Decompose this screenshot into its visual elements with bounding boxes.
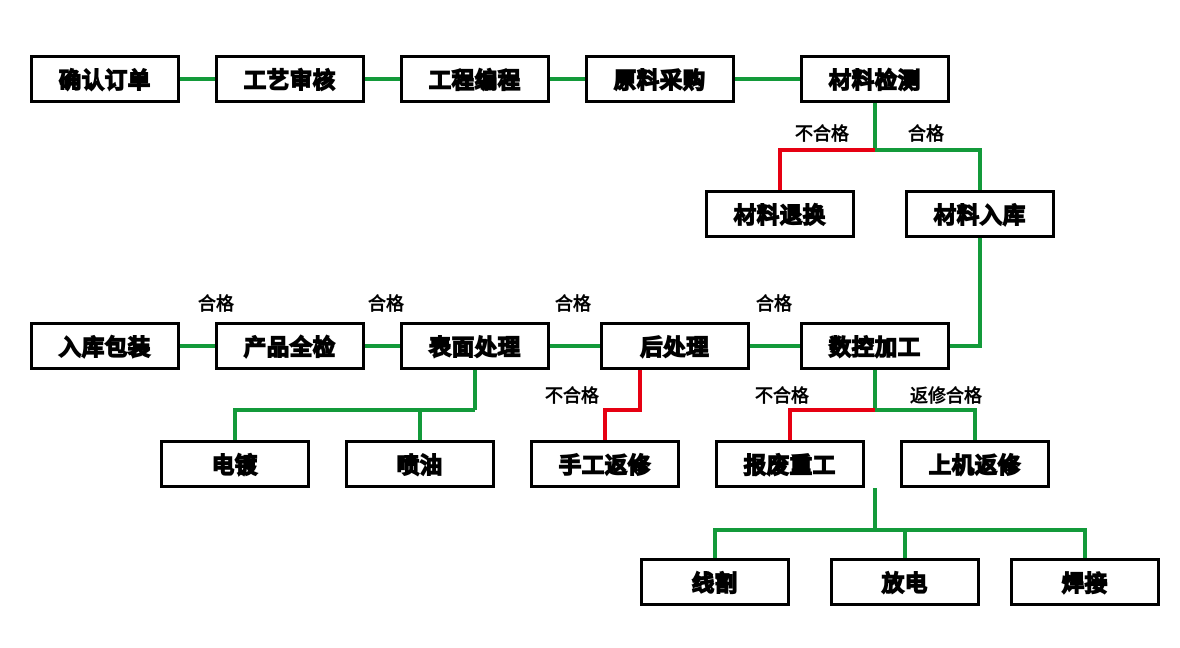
flow-edge: [780, 150, 875, 190]
edge-label: 合格: [198, 290, 234, 316]
edge-label: 合格: [368, 290, 404, 316]
flow-node-n_weld: 焊接: [1010, 558, 1160, 606]
flow-node-n_cnc: 数控加工: [800, 322, 950, 370]
flow-node-n_handfix: 手工返修: [530, 440, 680, 488]
flow-edge: [715, 530, 875, 558]
flow-node-n_scrap: 报废重工: [715, 440, 865, 488]
flow-node-n_program: 工程编程: [400, 55, 550, 103]
flow-edge: [790, 410, 875, 440]
edge-label: 返修合格: [910, 382, 982, 408]
flow-node-n_confirm: 确认订单: [30, 55, 180, 103]
flow-node-n_purchase: 原料采购: [585, 55, 735, 103]
flow-node-n_qc: 产品全检: [215, 322, 365, 370]
flow-node-n_review: 工艺审核: [215, 55, 365, 103]
flow-node-n_surface: 表面处理: [400, 322, 550, 370]
flow-edge: [950, 238, 980, 346]
flow-edge: [420, 410, 475, 440]
flow-edge: [235, 410, 475, 440]
flow-node-n_machfix: 上机返修: [900, 440, 1050, 488]
edge-label: 不合格: [795, 120, 849, 146]
flow-node-n_edm: 放电: [830, 558, 980, 606]
edge-label: 合格: [756, 290, 792, 316]
edge-label: 不合格: [755, 382, 809, 408]
flow-node-n_pack: 入库包装: [30, 322, 180, 370]
flow-node-n_matreturn: 材料退换: [705, 190, 855, 238]
flow-node-n_paint: 喷油: [345, 440, 495, 488]
edge-label: 合格: [908, 120, 944, 146]
flow-node-n_post: 后处理: [600, 322, 750, 370]
flowchart-stage: { "canvas": { "width": 1180, "height": 6…: [0, 0, 1180, 648]
flow-edge: [875, 410, 975, 440]
flow-node-n_matin: 材料入库: [905, 190, 1055, 238]
flow-node-n_inspectmat: 材料检测: [800, 55, 950, 103]
flow-edge: [605, 370, 640, 440]
flow-node-n_plating: 电镀: [160, 440, 310, 488]
edge-label: 不合格: [545, 382, 599, 408]
edge-label: 合格: [555, 290, 591, 316]
flow-node-n_wirecut: 线割: [640, 558, 790, 606]
flow-edge: [875, 150, 980, 190]
flow-edge: [875, 530, 905, 558]
